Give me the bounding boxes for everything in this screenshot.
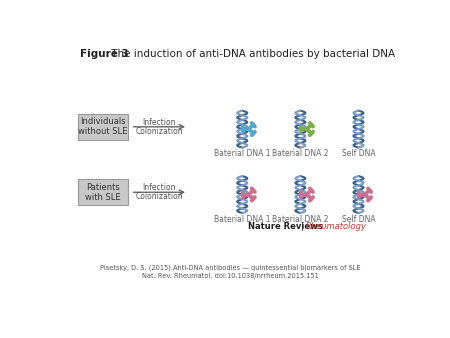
Text: Colonization: Colonization [135,127,183,136]
Text: Colonization: Colonization [135,192,183,201]
Text: Self DNA: Self DNA [342,149,375,158]
FancyBboxPatch shape [78,179,128,206]
Text: Infection: Infection [143,118,176,127]
Text: Baterial DNA 2: Baterial DNA 2 [272,149,328,158]
Text: The induction of anti-DNA antibodies by bacterial DNA: The induction of anti-DNA antibodies by … [108,49,395,59]
Text: Baterial DNA 1: Baterial DNA 1 [214,149,270,158]
Text: Patients
with SLE: Patients with SLE [86,183,121,202]
Text: Figure 3: Figure 3 [80,49,128,59]
Text: Infection: Infection [143,183,176,192]
Text: |: | [301,222,304,232]
Text: Pisetsky, D. S. (2015) Anti-DNA antibodies — quintessential biomarkers of SLE: Pisetsky, D. S. (2015) Anti-DNA antibodi… [100,264,361,271]
Text: Nature Reviews: Nature Reviews [248,222,323,232]
FancyBboxPatch shape [78,114,128,140]
Text: Individuals
without SLE: Individuals without SLE [78,117,128,137]
Text: Nat. Rev. Rheumatol. doi:10.1038/nrrheum.2015.151: Nat. Rev. Rheumatol. doi:10.1038/nrrheum… [142,273,319,279]
Text: Self DNA: Self DNA [342,215,375,224]
Text: Baterial DNA 2: Baterial DNA 2 [272,215,328,224]
Text: Rheumatology: Rheumatology [306,222,367,232]
Text: Baterial DNA 1: Baterial DNA 1 [214,215,270,224]
